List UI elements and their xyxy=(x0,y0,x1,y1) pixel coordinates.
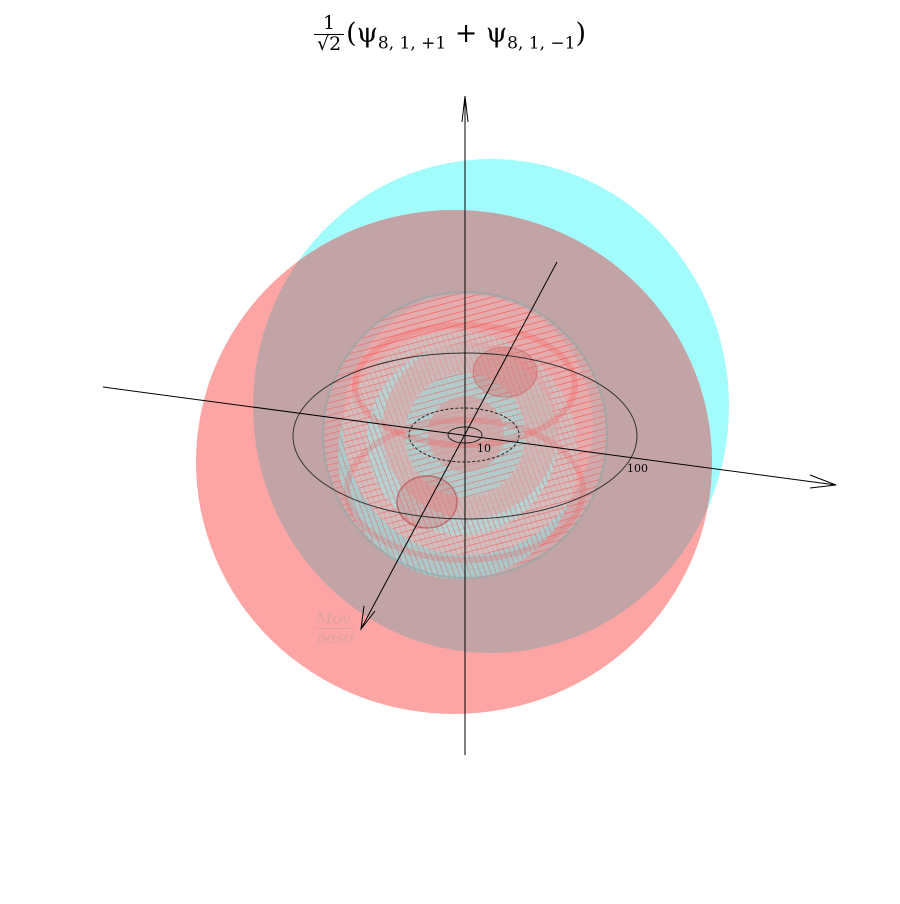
scale-ring-inner xyxy=(408,407,520,463)
x-axis xyxy=(360,261,558,630)
coefficient-numerator: 1 xyxy=(313,13,345,35)
title-coefficient: 1 √2 xyxy=(313,13,345,55)
y-axis-arrowhead xyxy=(809,474,837,489)
watermark: Mov pasd xyxy=(316,610,355,647)
title-sub2: 8, 1, −1 xyxy=(507,33,576,54)
watermark-line2: pasd xyxy=(316,628,355,647)
title-sub1: 8, 1, +1 xyxy=(377,33,447,54)
title-open: (ψ xyxy=(346,17,378,49)
x-axis-arrowhead xyxy=(360,605,376,631)
z-axis-arrowhead xyxy=(461,95,469,123)
watermark-line1: Mov xyxy=(316,610,355,629)
coefficient-denominator: √2 xyxy=(316,32,342,55)
title-close: ) xyxy=(575,17,587,49)
axes xyxy=(102,95,837,755)
y-axis xyxy=(102,386,837,486)
scale-label-outer: 100 xyxy=(627,462,648,475)
scale-label-inner: 10 xyxy=(477,442,491,455)
diagram-title: 1 √2 (ψ8, 1, +1 + ψ8, 1, −1) xyxy=(0,13,900,55)
title-plus: + ψ xyxy=(446,17,508,49)
